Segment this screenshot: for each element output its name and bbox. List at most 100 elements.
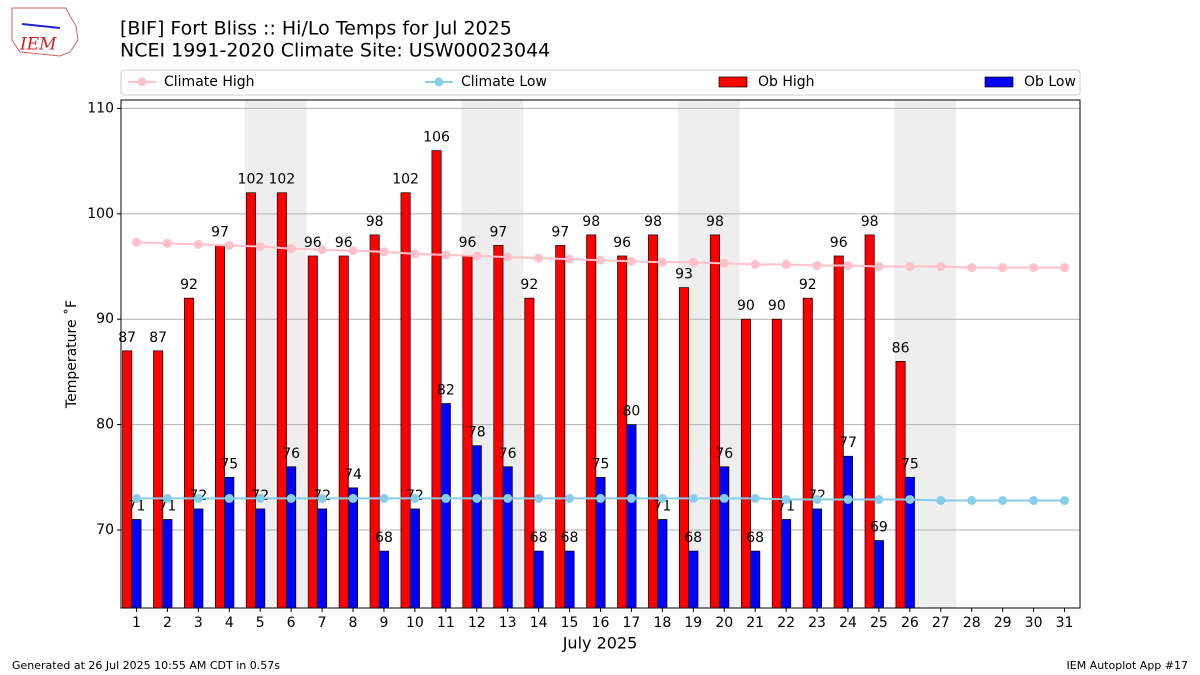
bar [771, 318, 782, 609]
line-marker [781, 259, 791, 269]
line-marker [719, 493, 729, 503]
line-marker [688, 257, 698, 267]
data-label: 68 [561, 530, 579, 546]
bar [833, 255, 844, 609]
data-label: 75 [220, 456, 238, 472]
bar [873, 540, 884, 609]
bar [162, 519, 173, 609]
bar [245, 192, 256, 609]
x-tick-label: 15 [561, 615, 579, 631]
legend-marker [137, 77, 147, 87]
x-tick-label: 2 [163, 615, 172, 631]
line-marker [781, 494, 791, 504]
legend-box [120, 69, 1081, 96]
x-tick-label: 21 [746, 615, 764, 631]
data-label: 76 [282, 446, 300, 462]
bar [533, 550, 544, 609]
data-label: 97 [489, 224, 507, 240]
line-marker [441, 493, 451, 503]
x-tick-label: 14 [530, 615, 548, 631]
data-label: 98 [366, 214, 384, 230]
bar [440, 403, 451, 609]
x-tick-label: 27 [932, 615, 950, 631]
x-tick-label: 19 [684, 615, 702, 631]
x-tick-label: 28 [963, 615, 981, 631]
line-marker [843, 494, 853, 504]
data-label: 96 [459, 235, 477, 251]
line-marker [750, 493, 760, 503]
line-marker [286, 493, 296, 503]
line-marker [348, 493, 358, 503]
bar [802, 297, 813, 609]
line-marker [317, 493, 327, 503]
logo-outline [11, 7, 79, 57]
data-label: 71 [777, 498, 795, 514]
line-marker [657, 493, 667, 503]
data-label: 102 [268, 172, 295, 188]
line-marker [1029, 495, 1039, 505]
data-label: 92 [180, 277, 198, 293]
data-label: 71 [128, 498, 146, 514]
x-tick-label: 12 [468, 615, 486, 631]
line-marker [472, 251, 482, 261]
data-label: 97 [551, 224, 569, 240]
line-marker [1060, 263, 1070, 273]
x-tick-label: 17 [623, 615, 641, 631]
bar [502, 466, 513, 609]
x-tick-label: 30 [1025, 615, 1043, 631]
line-marker [596, 493, 605, 503]
bar [215, 245, 225, 609]
line-marker [998, 495, 1008, 505]
line-marker [503, 493, 513, 503]
bar [648, 234, 659, 609]
x-tick-label: 5 [256, 615, 265, 631]
logo: IEM [11, 7, 79, 57]
bar [895, 361, 906, 609]
data-label: 87 [149, 330, 167, 346]
line-marker [193, 239, 203, 249]
data-label: 102 [392, 172, 419, 188]
x-axis-label: July 2025 [562, 634, 638, 653]
line-marker [874, 262, 884, 272]
line-marker [441, 250, 451, 260]
x-tick-label: 7 [318, 615, 327, 631]
x-tick-label: 22 [777, 615, 795, 631]
line-marker [162, 238, 172, 248]
data-label: 86 [892, 340, 910, 356]
footer-right: IEM Autoplot App #17 [1067, 659, 1189, 672]
data-label: 98 [861, 214, 879, 230]
bar [307, 255, 318, 609]
bar [276, 192, 287, 609]
x-tick-label: 31 [1056, 615, 1074, 631]
data-label: 71 [653, 498, 671, 514]
bar [555, 245, 566, 609]
data-label: 96 [613, 235, 631, 251]
data-label: 77 [839, 435, 857, 451]
bar [740, 318, 751, 609]
line-marker [596, 255, 605, 265]
footer-left: Generated at 26 Jul 2025 10:55 AM CDT in… [12, 659, 280, 672]
bar [378, 550, 389, 609]
line-marker [750, 259, 760, 269]
bar [719, 466, 730, 609]
chart-title: [BIF] Fort Bliss :: Hi/Lo Temps for Jul … [120, 18, 512, 40]
line-marker [905, 494, 915, 504]
x-tick-label: 3 [194, 615, 203, 631]
line-marker [131, 493, 141, 503]
bar [750, 550, 761, 609]
x-tick-label: 6 [287, 615, 296, 631]
data-label: 98 [706, 214, 724, 230]
legend-label: Ob Low [1024, 74, 1076, 90]
line-marker [379, 247, 389, 257]
x-tick-label: 10 [406, 615, 424, 631]
line-marker [626, 493, 636, 503]
bar [409, 508, 420, 609]
line-marker [565, 254, 575, 264]
line-marker [534, 253, 544, 263]
line-marker [657, 257, 667, 267]
line-marker [162, 493, 172, 503]
bar [338, 255, 349, 609]
line-marker [967, 263, 977, 273]
logo-text: IEM [19, 35, 57, 55]
data-label: 68 [746, 530, 764, 546]
